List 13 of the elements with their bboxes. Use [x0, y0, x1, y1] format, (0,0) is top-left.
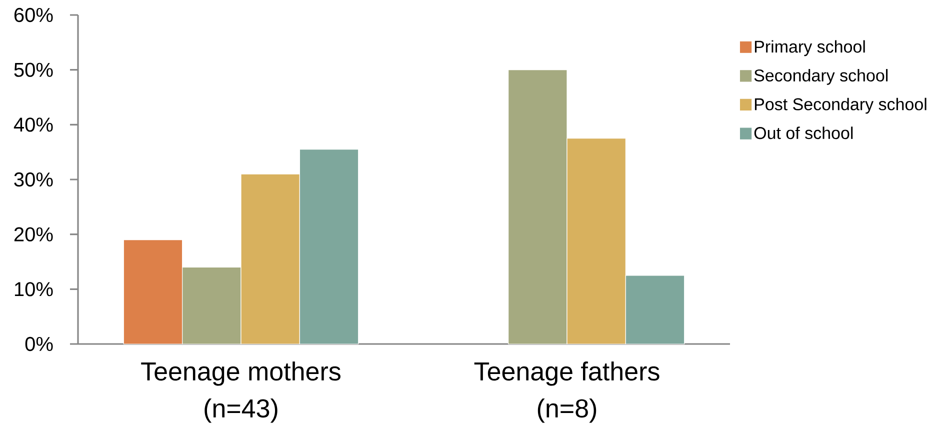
y-tick-label: 60% — [14, 8, 53, 22]
legend-label: Post Secondary school — [754, 98, 926, 114]
y-tick-label: 20% — [14, 227, 53, 242]
x-tick-label: Teenage fathers (n=8) — [474, 362, 660, 423]
legend-label: Secondary school — [754, 69, 888, 85]
legend-label: Primary school — [754, 40, 865, 56]
y-tick-label: 10% — [14, 282, 53, 296]
legend-label: Out of school — [754, 126, 853, 140]
y-tick-label: 30% — [14, 172, 53, 187]
y-tick-label: 50% — [14, 62, 53, 77]
x-tick-label: Teenage mothers (n=43) — [141, 362, 340, 423]
y-tick-label: 0% — [25, 336, 53, 352]
y-tick-label: 40% — [14, 118, 53, 132]
